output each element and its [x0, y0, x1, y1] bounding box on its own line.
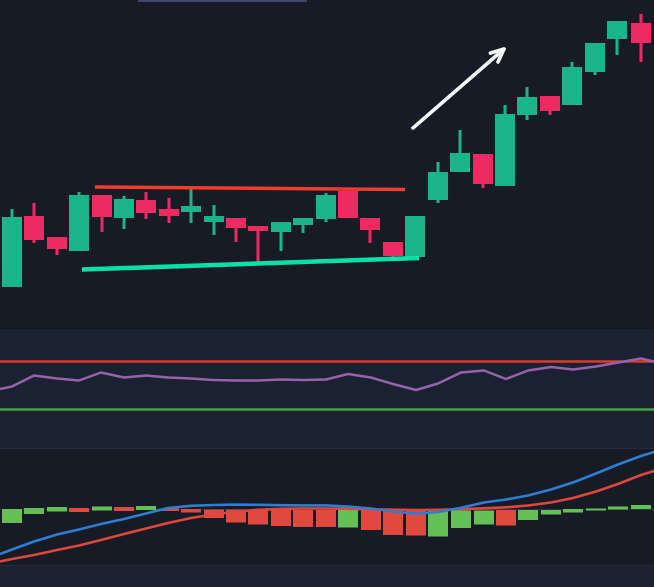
candle-up-body: [428, 172, 448, 200]
macd-signal-line: [0, 469, 654, 563]
macd-histogram-bar-down: [159, 508, 179, 511]
candle-up-body: [585, 43, 605, 72]
support-trendline: [81, 255, 420, 272]
macd-histogram-bar-down: [406, 510, 426, 536]
candle-down-body: [338, 191, 358, 218]
breakout-arrow-head: [488, 47, 506, 64]
candle-up-body: [69, 195, 89, 251]
macd-histogram-bar-up: [474, 510, 494, 525]
candle-up-body: [562, 67, 582, 105]
macd-histogram-bar-up: [428, 510, 448, 537]
candle-up-body: [517, 97, 537, 115]
candle-up-body: [2, 217, 22, 287]
macd-histogram-bar-up: [47, 507, 67, 512]
macd-histogram-bar-up: [518, 510, 538, 520]
candle-down-body: [631, 23, 651, 43]
macd-histogram-bar-up: [136, 506, 156, 510]
candle-up-body: [271, 222, 291, 232]
candle-up-body: [405, 216, 425, 257]
candle-up-body: [204, 216, 224, 222]
candle-up-body: [114, 199, 134, 218]
macd-histogram-bar-down: [383, 510, 403, 535]
macd-histogram-bar-up: [608, 506, 628, 510]
candle-down-body: [92, 195, 112, 217]
breakout-arrow-shaft: [411, 47, 506, 130]
candle-down-body: [540, 96, 560, 111]
macd-histogram-bar-down: [114, 507, 134, 511]
macd-histogram-bar-down: [293, 510, 313, 527]
macd-histogram-bar-down: [181, 509, 201, 513]
macd-histogram-bar-up: [338, 510, 358, 528]
macd-histogram-bar-up: [541, 510, 561, 515]
resistance-trendline: [94, 185, 406, 192]
candle-down-body: [360, 218, 380, 230]
macd-histogram-bar-down: [271, 509, 291, 526]
macd-histogram-bar-up: [563, 509, 583, 513]
candle-up-body: [450, 153, 470, 172]
macd-histogram-bar-up: [24, 508, 44, 514]
candle-up-body: [607, 21, 627, 39]
candle-down-body: [136, 200, 156, 213]
macd-histogram-bar-up: [2, 509, 22, 523]
macd-histogram-bar-up: [586, 508, 606, 511]
rsi-panel-bg: [0, 328, 654, 449]
candle-down-body: [383, 242, 403, 256]
price-panel-bg: [0, 0, 654, 328]
candle-down-body: [47, 237, 67, 249]
macd-histogram-bar-down: [316, 510, 336, 527]
candle-up-body: [293, 218, 313, 225]
macd-line: [0, 450, 654, 556]
macd-histogram-bar-down: [69, 508, 89, 512]
macd-histogram-bar-down: [248, 509, 268, 525]
candle-down-body: [24, 216, 44, 240]
candle-up-body: [495, 114, 515, 186]
rsi-line: [0, 357, 654, 392]
candle-down-body: [159, 209, 179, 216]
macd-histogram-bar-up: [92, 506, 112, 511]
candle-down-body: [473, 154, 493, 184]
time-axis-bar: [0, 565, 654, 587]
macd-histogram-bar-down: [361, 510, 381, 530]
macd-histogram-bar-up: [631, 505, 651, 509]
candle-up-body: [316, 195, 336, 219]
candle-down-body: [226, 218, 246, 228]
candle-down-body: [248, 226, 268, 231]
candle-up-body: [181, 206, 201, 212]
macd-histogram-bar-down: [496, 510, 516, 526]
macd-histogram-bar-up: [451, 510, 471, 528]
